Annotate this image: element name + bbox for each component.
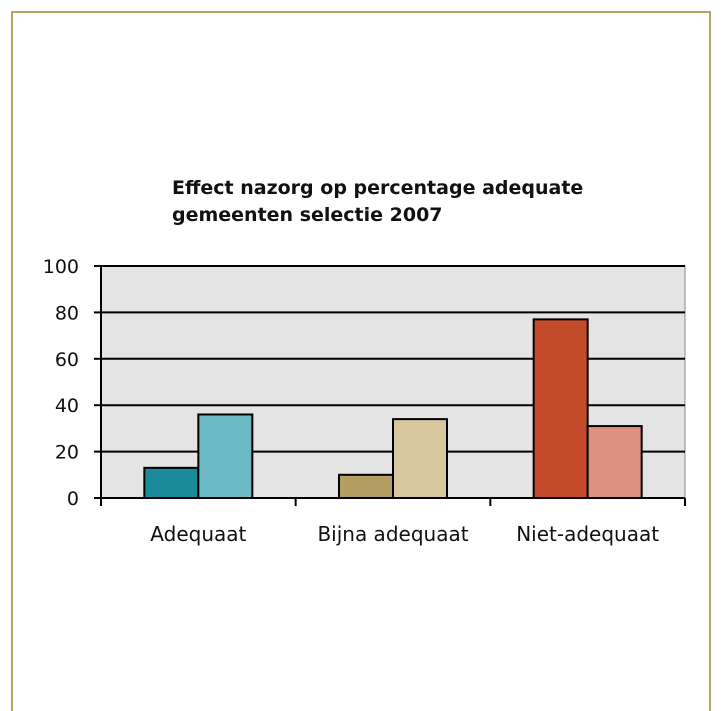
x-category-label: Niet-adequaat (516, 522, 659, 546)
y-tick-label: 60 (55, 349, 79, 371)
bar-1-niet-adequaat (532, 318, 589, 499)
bar-2-niet-adequaat (586, 425, 643, 499)
bar-2-bijna-adequaat (392, 418, 448, 499)
y-tick-label: 40 (55, 395, 79, 417)
x-category-label: Bijna adequaat (317, 522, 468, 546)
y-tick-label: 20 (55, 442, 79, 464)
bar-1-bijna-adequaat (338, 473, 394, 499)
x-category-label: Adequaat (150, 522, 246, 546)
chart-title: Effect nazorg op percentage adequate gem… (172, 177, 584, 226)
y-tick-label: 80 (55, 302, 79, 324)
y-tick-label: 100 (43, 256, 79, 278)
bar-2-adequaat (197, 413, 254, 500)
bar-1-adequaat (143, 466, 200, 499)
y-tick-label: 0 (67, 488, 79, 510)
